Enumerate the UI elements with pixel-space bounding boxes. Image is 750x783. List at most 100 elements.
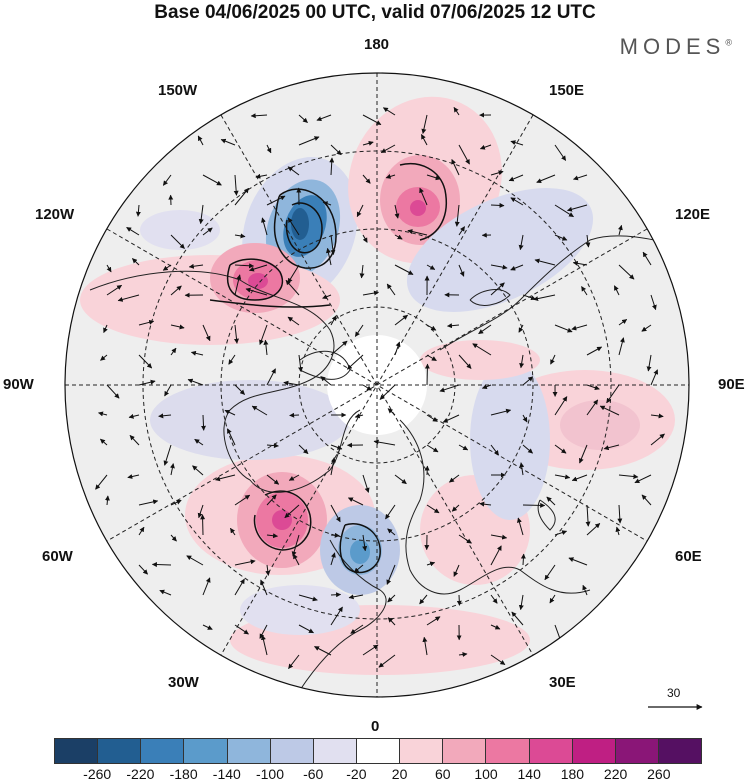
wind-arrow: [641, 324, 652, 332]
wind-arrow: [234, 263, 255, 269]
wind-arrow: [362, 234, 368, 243]
wind-arrow: [234, 624, 249, 635]
wind-arrow: [100, 354, 108, 361]
wind-arrow: [330, 532, 340, 538]
wind-arrow: [490, 202, 505, 208]
wind-arrow: [387, 528, 396, 536]
wind-arrow: [642, 251, 652, 266]
wind-arrow: [356, 204, 364, 218]
wind-arrow: [641, 494, 652, 506]
lon-label-30e: 30E: [549, 674, 576, 691]
wind-arrow: [330, 552, 336, 566]
wind-arrow: [426, 504, 440, 514]
wind-arrow: [287, 217, 300, 236]
colorbar-tick-label: 100: [474, 766, 498, 782]
wind-arrow: [451, 504, 460, 512]
wind-arrow: [458, 534, 472, 544]
wind-arrow: [426, 354, 437, 362]
wind-arrow: [554, 144, 567, 161]
wind-arrow: [330, 234, 336, 255]
wind-arrow: [510, 264, 524, 271]
colorbar-swatch: [486, 739, 530, 763]
wind-arrow: [554, 396, 568, 416]
colorbar-tick-label: 260: [647, 766, 671, 782]
wind-arrow: [350, 624, 364, 634]
wind-arrow: [202, 577, 211, 596]
wind-arrow: [330, 444, 343, 450]
wind-arrow: [508, 174, 524, 182]
wind-arrow: [159, 589, 172, 596]
colorbar-swatch: [313, 739, 357, 763]
wind-arrow: [138, 379, 156, 386]
wind-arrow: [454, 204, 460, 227]
wind-arrow: [458, 354, 472, 369]
wind-arrow: [520, 553, 526, 566]
wind-arrow: [234, 559, 256, 566]
wind-arrow: [490, 594, 498, 604]
wind-arrow: [250, 113, 268, 119]
wind-arrow: [298, 444, 309, 455]
wind-arrow: [650, 294, 657, 311]
wind-arrow: [200, 514, 206, 536]
wind-arrow: [138, 319, 155, 326]
wind-arrow: [215, 474, 236, 482]
wind-arrow: [330, 315, 337, 326]
wind-arrow: [255, 173, 268, 179]
wind-arrow: [228, 354, 236, 365]
wind-arrow: [518, 324, 524, 333]
wind-arrow: [234, 233, 246, 239]
wind-arrow: [522, 414, 528, 423]
wind-arrow: [170, 534, 177, 542]
wind-arrow: [568, 557, 588, 566]
wind-arrow: [287, 264, 300, 284]
wind-arrow: [511, 611, 524, 626]
colorbar-swatch: [55, 739, 99, 763]
wind-arrow: [330, 340, 348, 356]
wind-arrow: [362, 114, 382, 126]
wind-arrow: [394, 341, 401, 356]
colorbar-tick-label: -60: [303, 766, 324, 782]
wind-arrow: [606, 384, 620, 404]
wind-arrow: [285, 279, 300, 296]
wind-arrow: [151, 562, 172, 568]
wind-arrow: [330, 592, 342, 598]
wind-arrow: [197, 504, 204, 519]
wind-arrow: [617, 224, 623, 236]
wind-arrow: [135, 204, 141, 217]
lon-label-60w: 60W: [42, 548, 73, 565]
wind-arrow: [458, 144, 470, 165]
graticule: [65, 73, 689, 697]
wind-arrow: [330, 606, 343, 626]
wind-arrow: [359, 264, 365, 279]
wind-arrow: [394, 234, 403, 240]
wind-arrow: [618, 474, 639, 480]
wind-arrow: [347, 497, 364, 506]
wind-arrow: [458, 444, 469, 451]
colorbar-swatch: [356, 739, 401, 763]
wind-arrow: [229, 527, 236, 536]
wind-arrow: [554, 474, 571, 480]
wind-arrow: [490, 654, 506, 666]
wind-arrow: [490, 264, 508, 270]
wind-arrow: [385, 174, 396, 179]
wind-arrow: [447, 323, 460, 329]
wind-arrow: [287, 316, 300, 326]
wind-arrow: [233, 174, 239, 196]
map-title: Base 04/06/2025 00 UTC, valid 07/06/2025…: [154, 2, 596, 23]
wind-arrow: [421, 114, 428, 134]
wind-arrow: [251, 405, 268, 416]
wind-arrow: [522, 376, 534, 386]
wind-arrow: [458, 226, 466, 236]
wind-arrow: [603, 444, 620, 451]
wind-arrow: [266, 443, 279, 449]
wind-arrow: [138, 564, 148, 575]
wind-arrow: [266, 195, 286, 206]
wind-arrow: [224, 409, 236, 416]
wind-arrow: [260, 634, 268, 656]
wind-arrow: [117, 294, 140, 302]
map-disc: [65, 73, 689, 697]
wind-arrow: [170, 499, 182, 506]
wind-arrow: [517, 517, 524, 536]
wind-arrow: [554, 444, 567, 454]
wind-arrow: [291, 534, 300, 557]
